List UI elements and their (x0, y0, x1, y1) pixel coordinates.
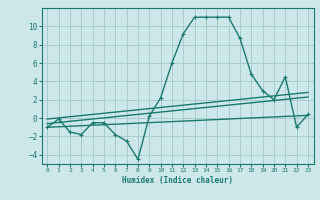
X-axis label: Humidex (Indice chaleur): Humidex (Indice chaleur) (122, 176, 233, 185)
